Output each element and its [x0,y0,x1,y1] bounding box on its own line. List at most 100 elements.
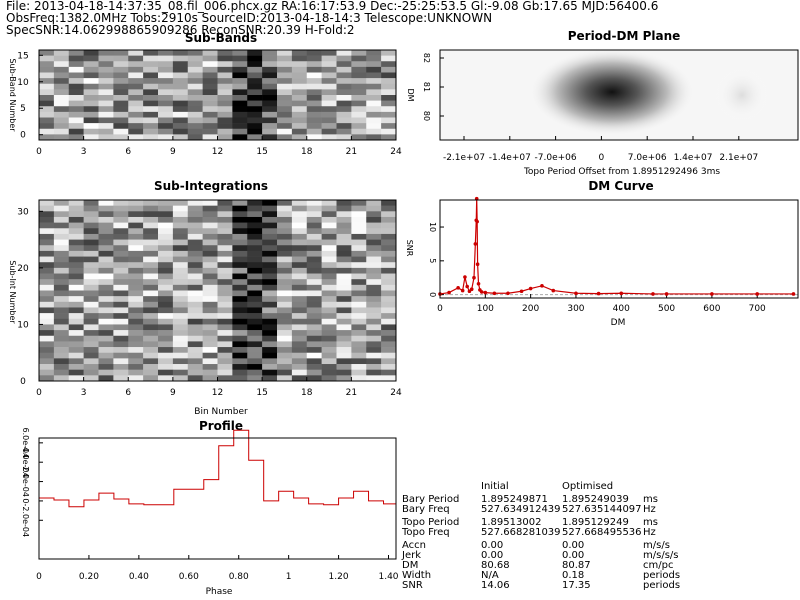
heatmap-cell [277,284,293,291]
heatmap-cell [53,128,70,135]
heatmap-cell [202,205,218,212]
heatmap-cell [366,347,382,354]
heatmap-cell [128,256,144,263]
heatmap-cell [306,211,322,218]
heatmap-cell [336,250,352,257]
heatmap-cell [262,100,278,107]
heatmap-cell [98,369,114,376]
heatmap-cell [202,117,218,124]
heatmap-cell [68,123,84,130]
heatmap-cell [68,250,84,257]
heatmap-cell [232,95,248,101]
heatmap-cell [232,369,248,376]
heatmap-cell [39,239,55,246]
heatmap-cell [68,239,84,246]
heatmap-cell [113,100,129,107]
heatmap-cell [366,216,382,223]
heatmap-cell [53,301,70,308]
heatmap-cell [187,95,203,101]
heatmap-cell [217,66,233,73]
heatmap-cell [262,222,278,229]
heatmap-cell [128,267,144,274]
heatmap-cell [158,358,174,365]
heatmap-cell [187,341,203,348]
heatmap-cell [336,134,352,141]
heatmap-cell [247,61,263,68]
heatmap-cell [262,296,278,303]
heatmap-cell [381,301,397,308]
heatmap-cell [53,279,70,286]
heatmap-cell [306,50,322,56]
heatmap-cell [53,347,70,354]
heatmap-cell [143,341,159,348]
heatmap-cell [68,301,84,308]
heatmap-cell [232,256,248,263]
heatmap-cell [351,95,367,101]
heatmap-cell [247,296,263,303]
heatmap-cell [39,245,55,252]
heatmap-cell [232,273,248,280]
heatmap-cell [217,216,233,223]
heatmap-cell [113,324,129,331]
heatmap-cell [187,279,203,286]
heatmap-cell [321,245,337,252]
heatmap-cell [143,262,159,269]
y-tick-label: 4.0e-04 [21,447,30,478]
heatmap-cell [128,352,144,359]
heatmap-cell [39,83,55,90]
heatmap-cell [143,256,159,263]
heatmap-cell [321,330,337,337]
heatmap-cell [232,330,248,337]
heatmap-cell [306,352,322,359]
heatmap-cell [143,228,159,235]
heatmap-cell [321,83,337,90]
heatmap-cell [277,273,293,280]
heatmap-cell [128,318,144,325]
heatmap-cell [39,128,55,135]
heatmap-cell [143,200,159,206]
heatmap-cell [217,318,233,325]
heatmap-cell [336,55,352,62]
heatmap-cell [83,228,99,235]
heatmap-cell [143,347,159,354]
heatmap-cell [68,72,84,79]
heatmap-cell [53,211,70,218]
heatmap-cell [113,313,129,320]
heatmap-cell [336,61,352,68]
heatmap-cell [113,335,129,342]
heatmap-cell [232,375,248,382]
heatmap-cell [217,111,233,118]
table-row-optimised: 0.00 [562,550,584,561]
heatmap-cell [143,301,159,308]
heatmap-cell [217,301,233,308]
heatmap-cell [217,200,233,206]
heatmap-cell [291,233,308,240]
dm-point [476,282,481,286]
heatmap-cell [381,290,397,297]
table-row-initial: 527.634912439 [481,504,561,515]
heatmap-cell [143,134,159,141]
heatmap-cell [232,200,248,206]
heatmap-cell [306,318,322,325]
heatmap-cell [366,335,382,342]
heatmap-cell [351,279,367,286]
heatmap-cell [172,134,189,141]
heatmap-cell [336,262,352,269]
subbands-x-axis: 0 3 6 9 12 15 18 21 24 [36,136,402,157]
y-tick-label: 0 [20,131,26,141]
heatmap-cell [98,123,114,130]
heatmap-cell [128,284,144,291]
heatmap-cell [277,375,293,382]
heatmap-cell [113,89,129,96]
heatmap-cell [98,273,114,280]
heatmap-cell [53,369,70,376]
heatmap-cell [381,307,397,314]
heatmap-cell [381,55,397,62]
heatmap-cell [381,50,397,56]
heatmap-cell [277,245,293,252]
heatmap-cell [366,364,382,370]
heatmap-cell [321,341,337,348]
heatmap-cell [321,222,337,229]
heatmap-cell [306,313,322,320]
heatmap-cell [291,335,308,342]
